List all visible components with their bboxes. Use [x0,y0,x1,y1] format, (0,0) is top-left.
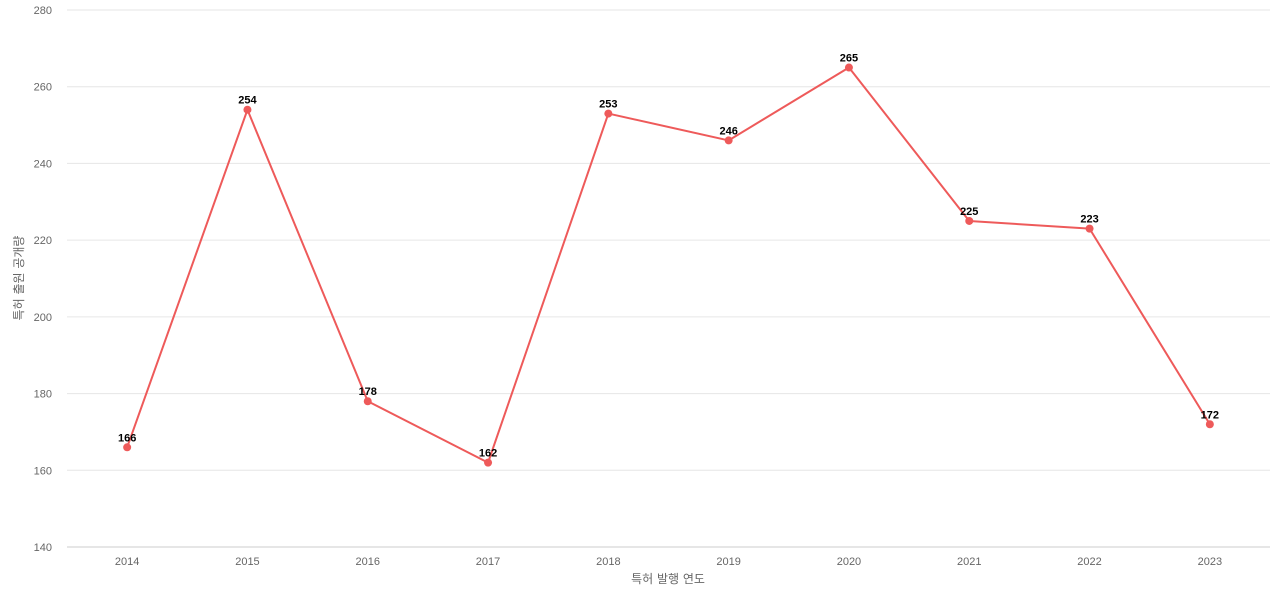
y-tick-label: 220 [34,235,52,247]
y-axis-ticks: 140 160 180 200 220 240 260 280 [34,5,52,554]
x-tick-label: 2023 [1198,556,1222,568]
data-point[interactable] [243,105,252,114]
data-point[interactable] [724,136,733,145]
y-axis-title: 특허 출원 공개량 [12,236,26,321]
data-point[interactable] [123,443,132,452]
data-point[interactable] [484,458,493,467]
data-label: 166 [118,432,136,444]
x-tick-label: 2015 [235,556,259,568]
data-label: 265 [840,53,858,65]
data-label: 253 [599,99,617,111]
y-tick-label: 280 [34,5,52,17]
data-point[interactable] [604,109,613,118]
y-tick-label: 240 [34,158,52,170]
data-label: 225 [960,206,978,218]
x-tick-label: 2016 [356,556,380,568]
x-tick-label: 2018 [596,556,620,568]
data-label: 178 [359,386,377,398]
series-line [126,66,1211,464]
y-tick-label: 160 [34,465,52,477]
series-layer [123,63,1214,467]
data-point[interactable] [363,397,372,406]
y-tick-label: 260 [34,82,52,94]
data-label: 162 [479,448,497,460]
y-tick-label: 200 [34,312,52,324]
y-tick-label: 180 [34,389,52,401]
x-tick-label: 2020 [837,556,861,568]
data-label: 223 [1080,214,1098,226]
data-point[interactable] [844,63,853,72]
data-label: 172 [1201,409,1219,421]
x-axis-ticks: 2014 2015 2016 2017 2018 2019 2020 2021 2022 2023 [115,556,1222,568]
x-tick-label: 2017 [476,556,500,568]
data-label: 254 [238,95,257,107]
x-tick-label: 2014 [115,556,139,568]
x-tick-label: 2022 [1077,556,1101,568]
x-tick-label: 2021 [957,556,981,568]
y-tick-label: 140 [34,542,52,554]
x-tick-label: 2019 [716,556,740,568]
x-axis-title: 특허 발행 연도 [631,571,705,586]
data-point[interactable] [1085,224,1094,233]
data-point[interactable] [1205,420,1214,429]
data-labels: 166 254 178 162 253 246 265 225 223 172 [118,53,1219,460]
data-label: 246 [719,125,737,137]
data-point[interactable] [965,216,974,225]
grid [67,9,1270,548]
